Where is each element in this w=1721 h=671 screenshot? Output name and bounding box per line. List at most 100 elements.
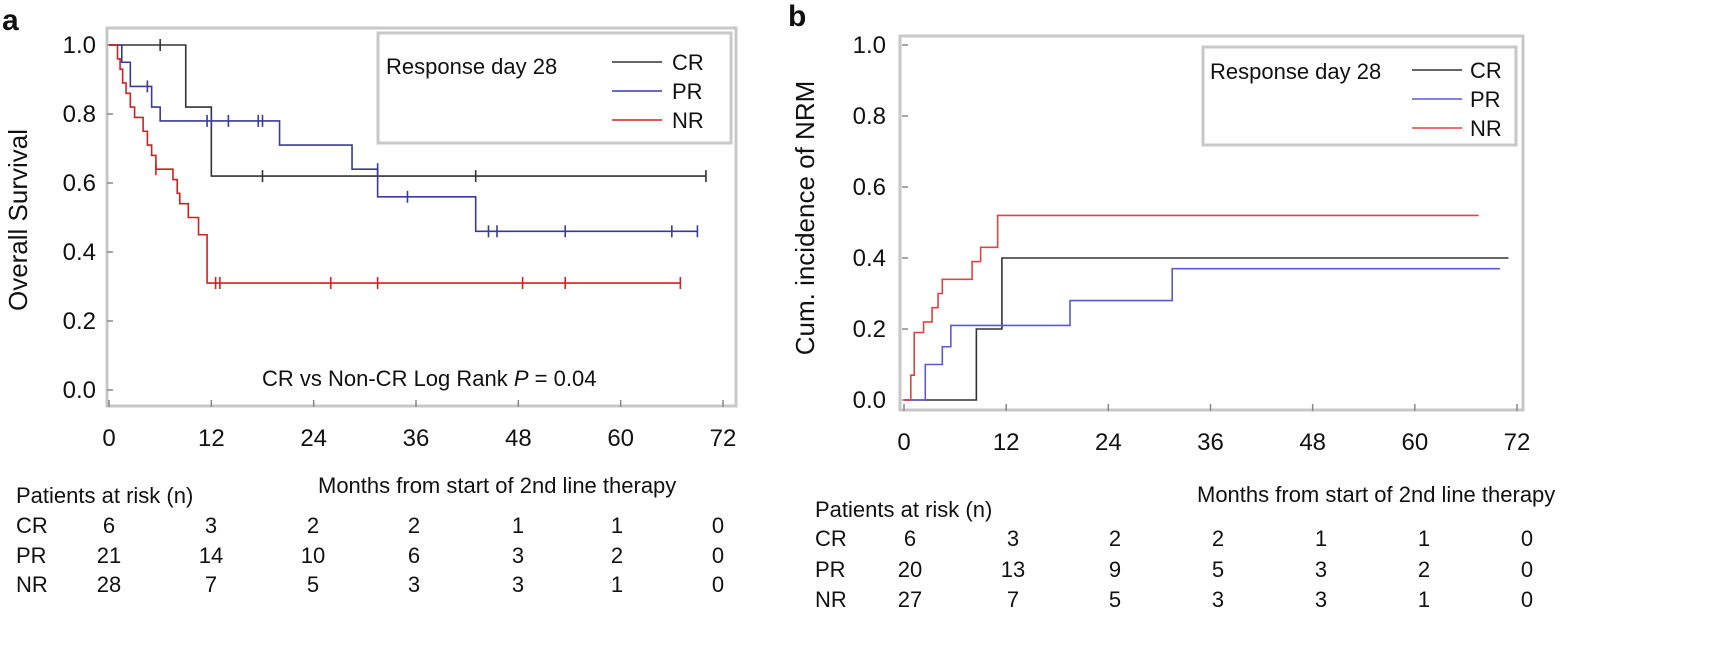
risk-cell-b-cr-4: 1 — [1315, 526, 1327, 551]
risk-cell-b-cr-2: 2 — [1109, 526, 1121, 551]
panel-letter-b: b — [788, 0, 806, 33]
x-tick-label-a-3: 36 — [403, 425, 430, 452]
x-tick-label-b-5: 60 — [1401, 429, 1428, 456]
y-tick-label-a-4: 0.8 — [63, 101, 96, 128]
risk-cell-b-nr-3: 3 — [1212, 587, 1224, 612]
risk-cell-a-pr-6: 0 — [712, 543, 724, 568]
x-tick-label-b-1: 12 — [993, 429, 1020, 456]
y-tick-label-a-0: 0.0 — [63, 377, 96, 404]
risk-cell-b-nr-1: 7 — [1007, 587, 1019, 612]
risk-cell-a-pr-3: 6 — [408, 543, 420, 568]
y-tick-label-a-1: 0.2 — [63, 308, 96, 335]
x-axis-title-a: Months from start of 2nd line therapy — [318, 473, 676, 498]
legend-a: Response day 28 CR PR NR — [376, 31, 733, 145]
panel-a: a Overall Survival 0.0 0.2 0.4 0.6 0.8 1.0 0 1… — [2, 4, 738, 597]
legend-label-b-nr: NR — [1470, 116, 1502, 141]
x-tick-label-a-4: 48 — [505, 425, 532, 452]
risk-cell-a-nr-0: 28 — [97, 572, 121, 597]
x-tick-label-b-6: 72 — [1504, 429, 1531, 456]
risk-table-b: CR 6 3 2 2 1 1 0PR 20 13 9 5 3 2 0NR 27 7 5 3 3 1 0 — [815, 526, 1533, 612]
risk-cell-b-pr-1: 13 — [1001, 557, 1025, 582]
risk-row-label-b-pr: PR — [815, 557, 846, 582]
logrank-annotation: CR vs Non-CR Log Rank P = 0.04 — [262, 366, 596, 391]
y-axis-title-a: Overall Survival — [3, 129, 33, 311]
risk-cell-b-pr-0: 20 — [898, 557, 922, 582]
y-tick-label-a-5: 1.0 — [63, 32, 96, 59]
risk-cell-a-nr-2: 5 — [307, 572, 319, 597]
x-tick-label-a-5: 60 — [607, 425, 634, 452]
risk-cell-a-nr-5: 1 — [611, 572, 623, 597]
risk-row-label-b-cr: CR — [815, 526, 847, 551]
legend-box-a — [376, 31, 733, 145]
risk-cell-b-nr-4: 3 — [1315, 587, 1327, 612]
x-ticks-b: 0 12 24 36 48 60 72 — [897, 404, 1530, 456]
risk-cell-a-nr-4: 3 — [512, 572, 524, 597]
risk-cell-b-pr-6: 0 — [1521, 557, 1533, 582]
risk-cell-a-cr-3: 2 — [408, 513, 420, 538]
risk-cell-a-cr-4: 1 — [512, 513, 524, 538]
risk-cell-a-pr-1: 14 — [199, 543, 223, 568]
x-tick-label-b-0: 0 — [897, 429, 910, 456]
risk-cell-b-cr-6: 0 — [1521, 526, 1533, 551]
x-axis-title-b: Months from start of 2nd line therapy — [1197, 482, 1555, 507]
risk-cell-a-pr-4: 3 — [512, 543, 524, 568]
risk-cell-b-cr-1: 3 — [1007, 526, 1019, 551]
logrank-suffix: = 0.04 — [529, 366, 597, 391]
x-tick-label-a-1: 12 — [198, 425, 225, 452]
series-line-b-cr — [904, 257, 1509, 401]
risk-cell-a-cr-1: 3 — [205, 513, 217, 538]
legend-title-b: Response day 28 — [1210, 59, 1381, 84]
x-tick-label-b-2: 24 — [1095, 429, 1122, 456]
y-tick-label-b-5: 1.0 — [853, 32, 886, 59]
y-tick-label-b-1: 0.2 — [853, 316, 886, 343]
risk-cell-b-cr-3: 2 — [1212, 526, 1224, 551]
risk-cell-b-nr-0: 27 — [898, 587, 922, 612]
risk-cell-a-pr-2: 10 — [301, 543, 325, 568]
risk-row-label-a-pr: PR — [16, 543, 47, 568]
series-line-a-pr — [109, 44, 698, 233]
risk-cell-a-pr-0: 21 — [97, 543, 121, 568]
series-line-a-cr — [109, 44, 706, 177]
x-tick-label-a-2: 24 — [300, 425, 327, 452]
plot-frame-a — [105, 26, 738, 408]
y-axis-title-b: Cum. incidence of NRM — [790, 81, 820, 356]
series-b — [904, 214, 1509, 401]
y-tick-label-a-2: 0.4 — [63, 239, 96, 266]
legend-title-a: Response day 28 — [386, 54, 557, 79]
x-tick-label-b-3: 36 — [1197, 429, 1224, 456]
risk-cell-a-cr-6: 0 — [712, 513, 724, 538]
risk-cell-a-cr-2: 2 — [307, 513, 319, 538]
y-tick-label-a-3: 0.6 — [63, 170, 96, 197]
plot-frame-b — [898, 34, 1525, 412]
legend-box-b — [1201, 45, 1518, 147]
panel-letter-a: a — [2, 4, 19, 37]
risk-cell-b-nr-6: 0 — [1521, 587, 1533, 612]
x-tick-label-a-6: 72 — [710, 425, 737, 452]
y-ticks-b: 0.0 0.2 0.4 0.6 0.8 1.0 — [853, 32, 908, 414]
legend-label-a-cr: CR — [672, 50, 704, 75]
y-ticks-a: 0.0 0.2 0.4 0.6 0.8 1.0 — [63, 32, 113, 404]
risk-cell-b-cr-0: 6 — [904, 526, 916, 551]
risk-cell-a-cr-5: 1 — [611, 513, 623, 538]
panel-b: b Cum. incidence of NRM 0.0 0.2 0.4 0.6 0.8 1… — [788, 0, 1555, 612]
legend-entries-b: CR PR NR — [1412, 58, 1502, 141]
legend-label-b-pr: PR — [1470, 87, 1501, 112]
legend-b: Response day 28 CR PR NR — [1201, 45, 1518, 147]
series-line-b-pr — [904, 267, 1500, 401]
risk-cell-b-pr-2: 9 — [1109, 557, 1121, 582]
legend-label-a-pr: PR — [672, 79, 703, 104]
risk-cell-a-pr-5: 2 — [611, 543, 623, 568]
y-tick-label-b-0: 0.0 — [853, 387, 886, 414]
legend-label-a-nr: NR — [672, 108, 704, 133]
risk-cell-a-nr-1: 7 — [205, 572, 217, 597]
logrank-p-label: P — [514, 366, 529, 391]
risk-cell-b-cr-5: 1 — [1418, 526, 1430, 551]
risk-row-label-b-nr: NR — [815, 587, 847, 612]
risk-cell-b-nr-2: 5 — [1109, 587, 1121, 612]
risk-row-label-a-nr: NR — [16, 572, 48, 597]
x-tick-label-a-0: 0 — [102, 425, 115, 452]
risk-table-title-a: Patients at risk (n) — [16, 483, 193, 508]
risk-row-label-a-cr: CR — [16, 513, 48, 538]
logrank-prefix: CR vs Non-CR Log Rank — [262, 366, 514, 391]
